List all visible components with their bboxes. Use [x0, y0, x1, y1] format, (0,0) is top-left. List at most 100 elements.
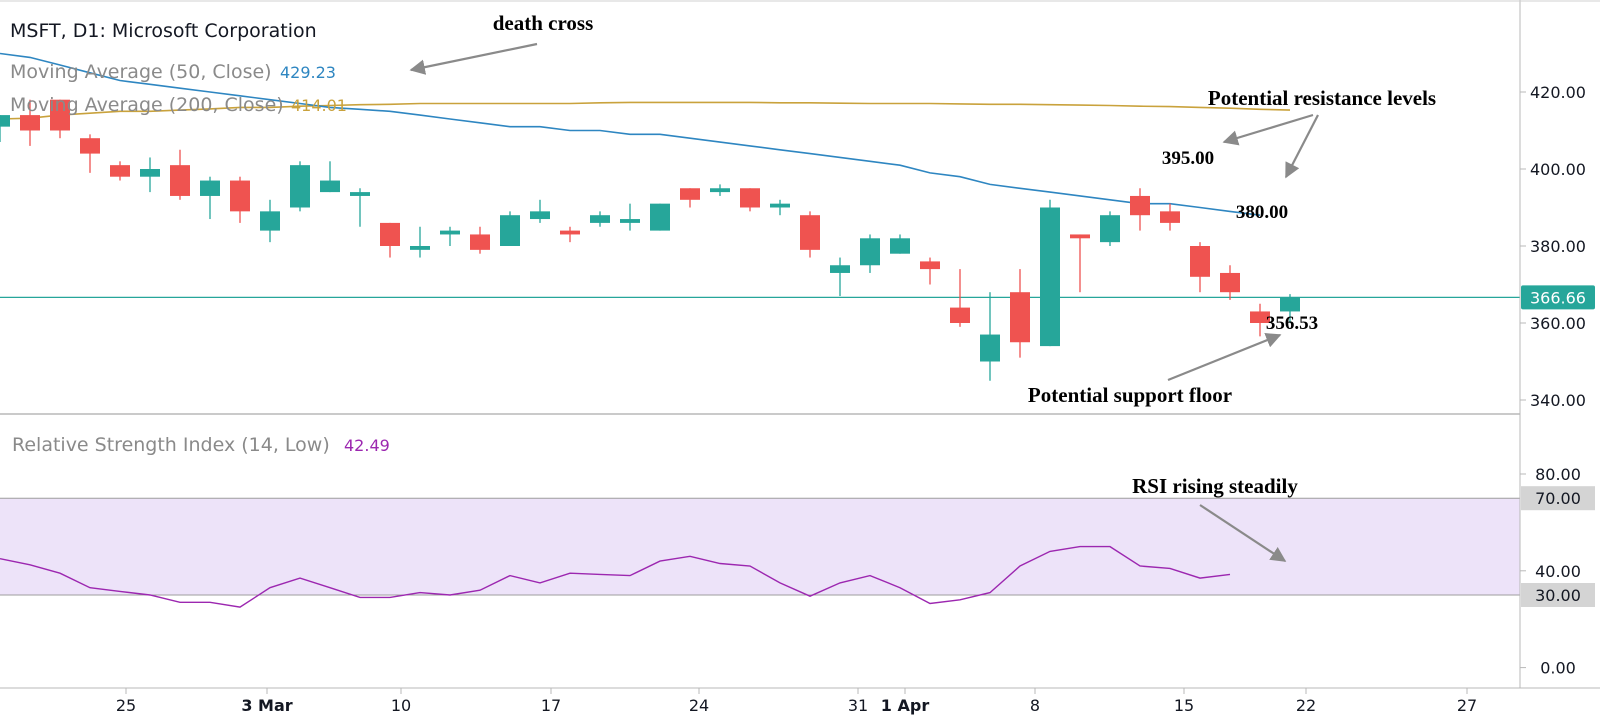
- candle: [380, 222, 400, 258]
- ma50-legend-label: Moving Average (50, Close): [10, 61, 272, 83]
- candle-body-down: [1220, 272, 1240, 293]
- candle: [800, 211, 820, 258]
- candle-body-down: [950, 307, 970, 323]
- candle: [590, 211, 610, 227]
- ma200-line: [0, 101, 1291, 120]
- candle: [740, 188, 760, 212]
- rsi-tick-label: 0.00: [1540, 659, 1576, 678]
- candle-body-up: [350, 192, 370, 196]
- candle: [1010, 269, 1030, 358]
- candle-body-down: [50, 99, 70, 131]
- candle: [920, 257, 940, 285]
- candle: [1100, 211, 1120, 246]
- candle-body-down: [800, 215, 820, 250]
- candle: [350, 188, 370, 227]
- death-cross-annotation: death cross: [493, 11, 594, 35]
- candle-body-down: [1070, 234, 1090, 239]
- candle: [830, 257, 850, 297]
- candle: [440, 226, 460, 246]
- candle: [950, 269, 970, 327]
- rsi-tick-label: 30.00: [1535, 586, 1581, 605]
- level-356-label: 356.53: [1266, 313, 1318, 334]
- level-380-label: 380.00: [1236, 202, 1288, 223]
- candle: [650, 203, 670, 231]
- time-tick-label: 10: [391, 696, 411, 715]
- candle: [1130, 188, 1150, 231]
- last-price-badge-bg: [1521, 285, 1595, 310]
- resistance-arrow-right: [1285, 114, 1319, 179]
- resistance-arrow-left: [1222, 113, 1314, 146]
- candle-body-down: [80, 138, 100, 154]
- support-annotation: Potential support floor: [1028, 383, 1232, 407]
- candle-body-down: [1130, 195, 1150, 216]
- rsi-tick-label: 80.00: [1535, 465, 1581, 484]
- rsi-line: [0, 545, 1231, 608]
- rsi-rising-arrow: [1199, 504, 1287, 562]
- rsi-tick-label: 70.00: [1535, 489, 1581, 508]
- candle-body-down: [1160, 211, 1180, 223]
- candle: [0, 115, 10, 143]
- candle: [110, 161, 130, 181]
- candle-body-up: [290, 165, 310, 208]
- candle: [1160, 203, 1180, 231]
- candle-body-down: [1250, 311, 1270, 323]
- candle: [620, 203, 640, 231]
- candle: [1250, 303, 1270, 337]
- candle-body-up: [500, 215, 520, 246]
- candle-body-up: [260, 211, 280, 231]
- rsi-axis[interactable]: 80.00 70.00 40.00 30.00 0.00: [1520, 465, 1595, 678]
- symbol-title: MSFT, D1: Microsoft Corporation: [10, 20, 317, 42]
- candle-body-up: [860, 238, 880, 266]
- candle: [500, 211, 520, 246]
- price-axis[interactable]: 420.00 400.00 380.00 360.00 340.00: [1520, 83, 1586, 410]
- price-tick-label: 400.00: [1530, 160, 1586, 179]
- time-axis[interactable]: 25 3 Mar 10 17 24 31 1 Apr 8 15 22 27: [116, 688, 1477, 715]
- ma200-legend-label: Moving Average (200, Close): [10, 94, 284, 116]
- candle-body-up: [1100, 215, 1120, 243]
- candle-body-down: [470, 234, 490, 250]
- time-tick-label: 17: [541, 696, 561, 715]
- candle-body-down: [110, 165, 130, 177]
- candle-body-down: [680, 188, 700, 200]
- ma50-legend-value: 429.23: [280, 63, 336, 82]
- candle: [1280, 294, 1300, 323]
- candle-body-down: [560, 230, 580, 235]
- time-tick-label: 22: [1296, 696, 1316, 715]
- last-price-badge: 366.66: [1521, 285, 1595, 310]
- candle-body-up: [890, 238, 910, 254]
- candle-body-up: [140, 169, 160, 177]
- rsi-legend-value: 42.49: [344, 436, 390, 455]
- candle: [200, 176, 220, 220]
- last-price-label: 366.66: [1530, 288, 1586, 307]
- candle-body-down: [740, 188, 760, 208]
- candle: [80, 134, 100, 173]
- candle: [140, 157, 160, 193]
- time-tick-label: 15: [1174, 696, 1194, 715]
- time-tick-label: 31: [848, 696, 868, 715]
- candle: [980, 292, 1000, 381]
- candle-body-up: [830, 265, 850, 273]
- candle: [1220, 265, 1240, 300]
- candle: [410, 226, 430, 258]
- candle-body-up: [620, 219, 640, 223]
- time-tick-label: 8: [1030, 696, 1040, 715]
- candle-body-up: [530, 211, 550, 220]
- candle-body-up: [0, 115, 10, 127]
- candle: [290, 161, 310, 212]
- candle-body-up: [440, 230, 460, 235]
- candle: [470, 226, 490, 254]
- candle-body-down: [170, 165, 190, 196]
- candle: [20, 99, 40, 146]
- candles-group: [0, 99, 1300, 381]
- candle: [860, 234, 880, 273]
- time-tick-label: 27: [1457, 696, 1477, 715]
- candle: [1190, 242, 1210, 293]
- price-tick-label: 420.00: [1530, 83, 1586, 102]
- resistance-annotation: Potential resistance levels: [1208, 86, 1436, 110]
- time-tick-label: 25: [116, 696, 136, 715]
- support-arrow: [1167, 333, 1282, 382]
- level-395-label: 395.00: [1162, 148, 1214, 169]
- candle-body-up: [410, 246, 430, 250]
- candle: [890, 234, 910, 254]
